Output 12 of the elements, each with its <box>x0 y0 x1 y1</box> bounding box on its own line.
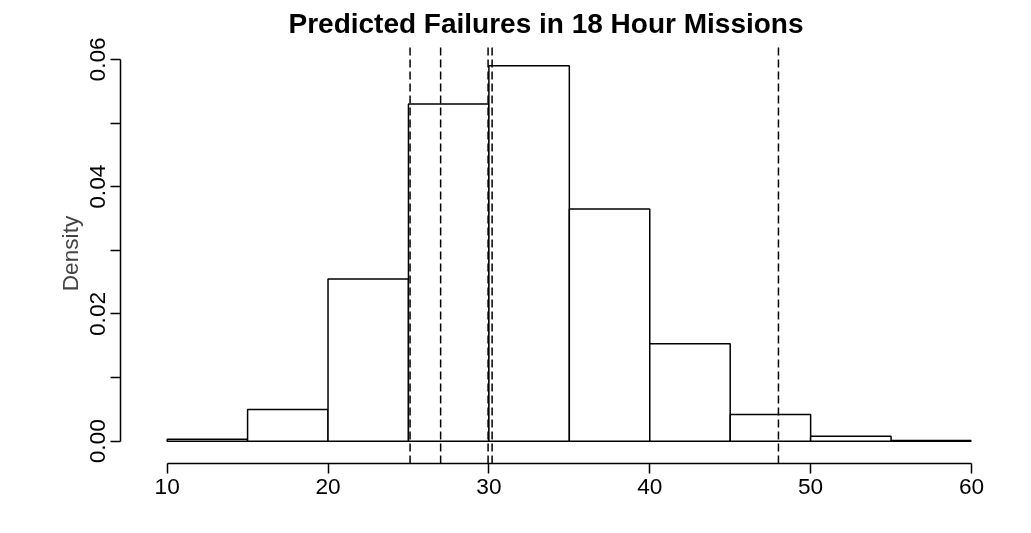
x-tick-label: 50 <box>798 472 824 499</box>
y-tick-label: 0.00 <box>84 419 111 464</box>
x-tick-label: 10 <box>154 472 180 499</box>
y-axis-title: Density <box>56 215 83 292</box>
chart-title: Predicted Failures in 18 Hour Missions <box>288 7 804 39</box>
y-tick-label: 0.06 <box>84 37 111 82</box>
x-tick-label: 60 <box>958 472 985 499</box>
x-tick-label: 40 <box>637 472 663 499</box>
x-tick-label: 30 <box>476 472 502 499</box>
y-tick-label: 0.04 <box>84 164 111 209</box>
x-tick-label: 20 <box>315 472 341 499</box>
y-tick-label: 0.02 <box>84 291 111 336</box>
